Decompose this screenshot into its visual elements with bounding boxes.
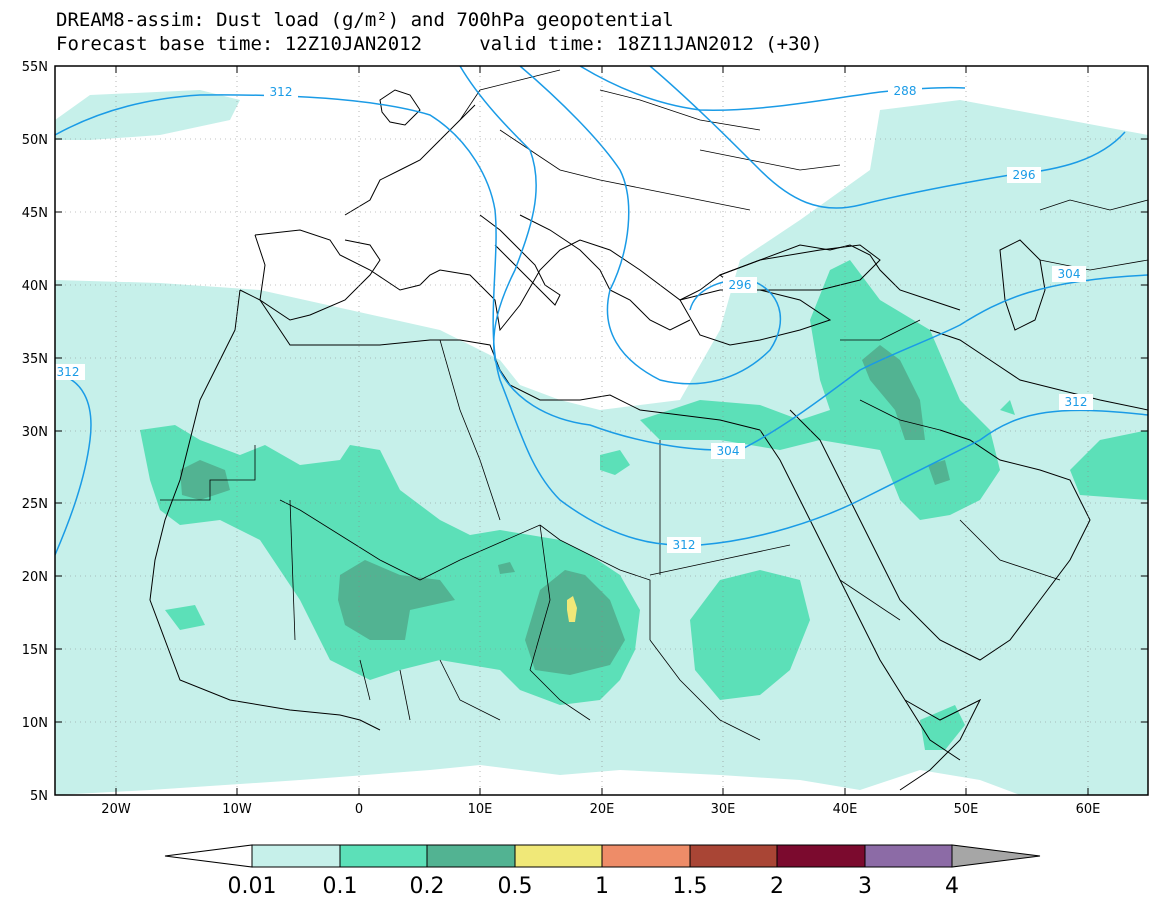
contour-label-296-b: 296: [1013, 168, 1036, 182]
europe-coast: [254, 229, 961, 332]
colorbar-swatch: [339, 844, 428, 868]
geopotential-contours: [55, 66, 1148, 556]
lat-label: 20N: [22, 570, 48, 585]
horn-of-africa: [899, 698, 982, 791]
colorbar-swatch: [251, 844, 341, 868]
colorbar-swatch: [689, 844, 778, 868]
africa-west-coast: [149, 289, 381, 731]
contour-312-north: [55, 94, 681, 546]
lat-label: 45N: [22, 206, 48, 221]
colorbar-swatch: [426, 844, 516, 868]
lon-label: 20E: [590, 802, 615, 817]
map-subtitle: Forecast base time: 12Z10JAN2012 valid t…: [56, 33, 823, 55]
dust-shading: [55, 90, 1148, 795]
lon-label: 10W: [222, 802, 252, 817]
colorbar-swatch: [514, 844, 603, 868]
colorbar-label: 3: [858, 874, 872, 899]
contour-312-west: [55, 374, 92, 556]
colorbar-swatch: [601, 844, 691, 868]
arabia: [789, 409, 1091, 661]
contour-label-288: 288: [894, 84, 917, 98]
red-sea-west: [759, 429, 961, 761]
longitude-labels: 20W 10W 0 10E 20E 30E 40E 50E 60E: [101, 802, 1100, 817]
colorbar-swatch: [776, 844, 866, 868]
contour-label-312-a: 312: [270, 85, 293, 99]
caspian: [999, 239, 1046, 331]
lat-label: 10N: [22, 716, 48, 731]
contour-288: [579, 66, 966, 111]
lon-label: 10E: [468, 802, 493, 817]
balkans: [519, 214, 691, 331]
grid-lines: [55, 66, 1148, 795]
lon-label: 30E: [711, 802, 736, 817]
black-sea: [718, 244, 881, 291]
contour-304-west: [459, 66, 721, 451]
italy: [479, 214, 561, 306]
lat-label: 25N: [22, 497, 48, 512]
lat-label: 55N: [22, 60, 48, 75]
latitude-labels: 55N 50N 45N 40N 35N 30N 25N 20N 15N 10N …: [22, 60, 48, 804]
dust-band-yellow: [567, 596, 577, 622]
iran: [929, 329, 1148, 411]
contour-label-312-b: 312: [57, 365, 80, 379]
map-title: DREAM8-assim: Dust load (g/m²) and 700hP…: [56, 9, 674, 31]
contour-304-east: [739, 274, 1148, 451]
lat-label: 5N: [30, 789, 48, 804]
contour-312-south: [699, 409, 1148, 546]
dust-band-light-nw: [55, 90, 240, 140]
colorbar-label: 1: [595, 874, 609, 899]
lon-label: 40E: [833, 802, 858, 817]
france-coast: [344, 104, 476, 216]
lat-label: 40N: [22, 279, 48, 294]
colorbar-high-arrow: [951, 844, 1041, 868]
contour-labels: 288 296 296 304 304 312 312 312 312: [55, 83, 1093, 553]
colorbar-label: 0.2: [410, 874, 445, 899]
lon-label: 60E: [1076, 802, 1101, 817]
contour-label-312-c: 312: [673, 538, 696, 552]
lat-label: 15N: [22, 643, 48, 658]
contour-label-304-b: 304: [1058, 267, 1081, 281]
colorbar-label: 2: [770, 874, 784, 899]
contour-label-312-d: 312: [1065, 395, 1088, 409]
lon-label: 50E: [954, 802, 979, 817]
colorbar-label: 4: [945, 874, 959, 899]
lat-label: 35N: [22, 352, 48, 367]
colorbar: 0.01 0.1 0.2 0.5 1 1.5 2 3 4: [164, 844, 1041, 899]
lon-label: 20W: [101, 802, 131, 817]
colorbar-label: 0.5: [498, 874, 533, 899]
colorbar-label: 0.01: [228, 874, 277, 899]
lat-label: 50N: [22, 133, 48, 148]
lon-label: 0: [355, 802, 363, 817]
contour-label-296-a: 296: [729, 278, 752, 292]
colorbar-label: 0.1: [323, 874, 358, 899]
uk: [379, 89, 421, 126]
colorbar-swatch: [864, 844, 953, 868]
lat-label: 30N: [22, 425, 48, 440]
axis-ticks: [55, 65, 1148, 796]
map-body: 288 296 296 304 304 312 312 312 312: [55, 66, 1148, 795]
contour-label-304-a: 304: [717, 444, 740, 458]
coastlines-borders: [149, 69, 1148, 791]
colorbar-label: 1.5: [673, 874, 708, 899]
iberia: [254, 234, 381, 321]
colorbar-low-arrow: [164, 844, 253, 868]
contour-296-east: [649, 66, 1126, 209]
